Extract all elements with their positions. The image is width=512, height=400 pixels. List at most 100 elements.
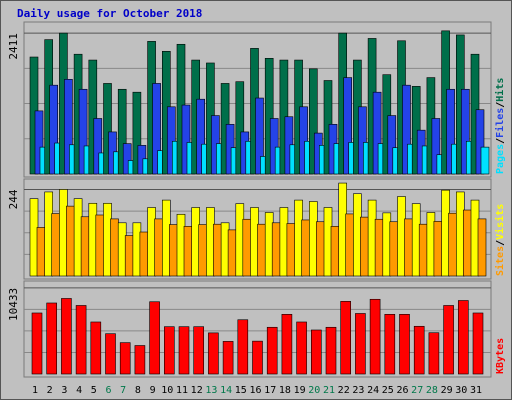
x-tick-label-day-7: 7 [120, 385, 126, 396]
bar-kbytes-day-16 [252, 340, 263, 375]
legend-kbytes: KBytes [495, 338, 506, 374]
bar-sites-day-19 [301, 219, 310, 277]
x-tick-label-day-16: 16 [249, 385, 261, 396]
bar-files-day-3 [64, 79, 73, 175]
bar-kbytes-day-8 [134, 345, 146, 375]
bar-sites-day-10 [169, 224, 178, 277]
bar-kbytes-day-25 [384, 314, 396, 375]
bar-kbytes-day-18 [281, 314, 293, 375]
x-tick-label-day-24: 24 [367, 385, 379, 396]
bar-sites-day-24 [374, 218, 384, 277]
bar-kbytes-day-20 [310, 329, 322, 375]
legend-hits: Hits [494, 78, 506, 102]
bar-sites-day-14 [227, 229, 237, 277]
bar-kbytes-day-30 [457, 300, 469, 375]
bar-sites-day-15 [242, 218, 252, 277]
legend-kbytes: KBytes [495, 338, 506, 374]
bar-kbytes-day-19 [296, 321, 307, 375]
bar-kbytes-day-10 [164, 326, 175, 375]
x-tick-label-day-27: 27 [411, 385, 423, 396]
bar-hits-day-15 [235, 81, 245, 175]
x-tick-label-day-2: 2 [47, 385, 53, 396]
x-tick-label-day-29: 29 [441, 385, 453, 396]
bar-kbytes-day-15 [237, 319, 249, 375]
bar-files-day-11 [181, 104, 191, 175]
bar-files-day-10 [167, 106, 176, 175]
bar-kbytes-day-27 [413, 325, 425, 375]
bar-files-day-16 [255, 97, 264, 175]
bar-sites-day-4 [80, 216, 90, 277]
legend-separator: / [495, 138, 506, 144]
x-tick-label-day-4: 4 [76, 385, 82, 396]
x-tick-label-day-21: 21 [323, 385, 335, 396]
bar-kbytes-day-5 [90, 321, 102, 375]
bar-kbytes-day-29 [443, 305, 454, 375]
x-tick-label-day-18: 18 [279, 385, 291, 396]
chart-title: Daily usage for October 2018 [17, 7, 202, 20]
bar-sites-day-30 [462, 209, 472, 277]
bar-files-day-19 [299, 106, 308, 175]
x-tick-label-day-23: 23 [352, 385, 364, 396]
x-tick-label-day-3: 3 [61, 385, 67, 396]
bar-sites-day-6 [110, 218, 119, 277]
x-tick-label-day-26: 26 [396, 385, 408, 396]
bar-kbytes-day-26 [399, 314, 410, 375]
bar-sites-day-1 [36, 227, 46, 277]
bar-sites-day-21 [330, 226, 340, 277]
bar-files-day-25 [387, 115, 397, 175]
bar-hits-day-20 [308, 68, 318, 175]
x-tick-label-day-31: 31 [470, 385, 482, 396]
x-tick-label-day-12: 12 [191, 385, 203, 396]
scale-label: 10433 [7, 288, 20, 321]
bar-kbytes-day-6 [105, 333, 116, 375]
bar-sites-day-20 [315, 221, 325, 277]
bar-sites-day-28 [433, 221, 443, 277]
legend-sites: Sites [494, 246, 506, 276]
bar-files-day-2 [49, 84, 59, 175]
bar-kbytes-day-22 [340, 301, 352, 375]
x-tick-label-day-11: 11 [176, 385, 188, 396]
bar-sites-day-16 [257, 223, 266, 277]
legend-sites-visits: Sites/Visits [494, 204, 506, 276]
x-tick-label-day-17: 17 [264, 385, 276, 396]
x-tick-label-day-20: 20 [308, 385, 320, 396]
bar-sites-day-26 [404, 218, 413, 277]
bar-kbytes-day-3 [61, 298, 72, 375]
bar-files-day-22 [343, 77, 353, 175]
bar-kbytes-day-9 [149, 301, 160, 375]
bar-sites-day-22 [345, 213, 355, 277]
bar-kbytes-day-7 [119, 342, 131, 375]
bar-kbytes-day-12 [193, 326, 204, 375]
x-tick-label-day-9: 9 [150, 385, 156, 396]
bar-sites-day-7 [124, 235, 134, 277]
bar-hits-day-8 [132, 91, 142, 175]
bar-kbytes-day-2 [46, 302, 58, 375]
x-tick-label-day-6: 6 [105, 385, 111, 396]
bar-files-day-28 [431, 118, 441, 175]
bar-hits-day-7 [117, 88, 127, 175]
bar-sites-day-2 [51, 213, 61, 277]
bar-files-day-9 [152, 83, 161, 175]
bar-sites-day-11 [183, 226, 193, 277]
legend-separator: / [495, 240, 506, 246]
scale-label: 244 [7, 189, 20, 209]
bar-files-day-23 [358, 106, 367, 175]
bar-kbytes-day-31 [472, 312, 484, 375]
bar-kbytes-day-23 [355, 313, 366, 375]
bar-kbytes-day-21 [325, 326, 337, 375]
bar-files-day-17 [269, 118, 279, 175]
bar-sites-day-18 [286, 223, 296, 277]
bar-sites-day-23 [360, 216, 369, 277]
x-tick-label-day-13: 13 [205, 385, 217, 396]
x-tick-label-day-10: 10 [161, 385, 173, 396]
bar-kbytes-day-28 [428, 332, 440, 375]
bar-kbytes-day-13 [208, 332, 219, 375]
x-tick-label-day-15: 15 [235, 385, 247, 396]
legend-files: Files [494, 108, 506, 138]
x-tick-label-day-28: 28 [426, 385, 438, 396]
x-tick-label-day-5: 5 [91, 385, 97, 396]
bar-files-day-30 [460, 88, 470, 175]
